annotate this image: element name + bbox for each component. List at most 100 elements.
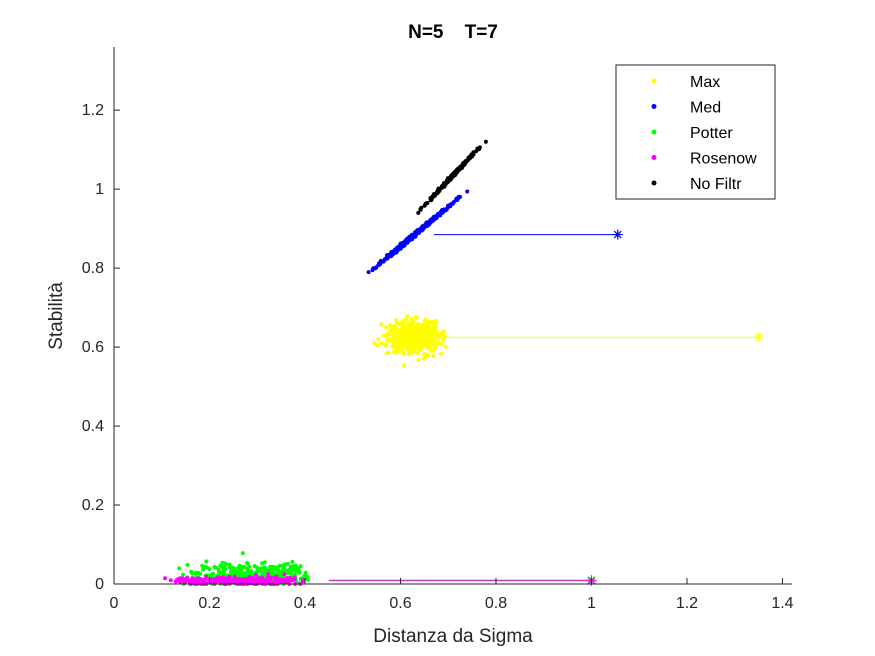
data-point: [240, 551, 245, 556]
data-point: [443, 181, 448, 186]
data-point: [394, 350, 399, 355]
plot-area: [163, 139, 764, 586]
data-point: [444, 207, 449, 212]
data-point: [421, 356, 426, 361]
data-point: [266, 572, 271, 577]
asterisk-marker: [753, 332, 764, 343]
data-point: [398, 322, 403, 327]
data-point: [409, 345, 414, 350]
data-point: [394, 329, 399, 334]
data-point: [423, 330, 428, 335]
asterisk-stroke: [613, 230, 622, 239]
data-point: [425, 201, 430, 205]
data-point: [270, 564, 275, 569]
data-point: [376, 337, 381, 342]
data-point: [425, 333, 430, 338]
y-tick-label: 1: [95, 181, 104, 198]
data-point: [222, 565, 227, 570]
data-point: [274, 574, 279, 579]
data-point: [405, 326, 410, 331]
data-point: [394, 318, 398, 323]
data-point: [434, 322, 439, 327]
data-point: [218, 575, 223, 580]
data-point: [282, 562, 287, 567]
asterisk-stroke: [754, 333, 763, 342]
data-point: [433, 345, 438, 350]
data-point: [439, 332, 444, 337]
data-point: [421, 323, 426, 327]
data-point: [384, 351, 389, 356]
series-no-filtr: [416, 139, 488, 215]
data-point: [390, 329, 395, 334]
data-point: [390, 337, 395, 342]
x-tick-label: 0.8: [485, 595, 507, 612]
data-point: [457, 194, 462, 199]
data-point: [298, 564, 303, 569]
data-point: [401, 241, 406, 246]
data-point: [281, 577, 286, 582]
data-point: [406, 352, 411, 357]
data-point: [255, 568, 260, 573]
data-point: [291, 564, 296, 569]
data-point: [277, 577, 282, 582]
data-point: [383, 257, 387, 262]
data-point: [417, 338, 422, 343]
data-point: [404, 345, 409, 350]
data-point: [234, 571, 239, 576]
data-point: [426, 353, 431, 358]
data-point: [168, 578, 173, 583]
data-point: [405, 314, 410, 319]
data-point: [459, 164, 464, 169]
data-point: [275, 566, 280, 571]
data-point: [289, 577, 294, 582]
data-point: [422, 352, 427, 357]
data-point: [397, 330, 402, 335]
data-point: [297, 569, 302, 574]
data-point: [194, 570, 199, 575]
data-point: [201, 567, 206, 572]
x-tick-label: 0.4: [294, 595, 316, 612]
data-point: [230, 578, 235, 583]
data-point: [469, 153, 474, 158]
data-point: [261, 572, 266, 576]
data-point: [282, 572, 287, 577]
data-point: [416, 358, 421, 362]
data-point: [449, 201, 454, 206]
data-point: [441, 337, 446, 342]
data-point: [407, 237, 412, 242]
legend-box: [615, 64, 776, 200]
y-axis-label: Stabilità: [46, 282, 67, 350]
x-tick-label: 0.2: [198, 595, 220, 612]
legend-marker: [651, 78, 657, 84]
data-point: [237, 580, 242, 585]
data-point: [412, 337, 417, 341]
data-point: [263, 578, 268, 583]
y-tick-label: 1.2: [82, 102, 104, 119]
data-point: [210, 579, 215, 584]
x-axis-label: Distanza da Sigma: [373, 626, 533, 647]
data-point: [422, 203, 427, 208]
data-point: [382, 342, 387, 347]
data-point: [431, 192, 436, 197]
legend-label: Potter: [690, 125, 733, 142]
data-point: [433, 215, 438, 220]
series-med: [366, 189, 623, 275]
data-point: [254, 565, 259, 570]
data-point: [397, 337, 402, 342]
data-point: [441, 329, 446, 334]
data-point: [212, 577, 217, 582]
data-point: [417, 323, 422, 328]
data-point: [392, 332, 397, 337]
data-point: [384, 325, 389, 330]
data-point: [245, 561, 250, 565]
x-tick-label: 0.6: [389, 595, 411, 612]
data-point: [224, 577, 229, 582]
data-point: [391, 341, 396, 346]
data-point: [163, 576, 168, 581]
data-point: [443, 344, 448, 349]
y-tick-label: 0.8: [82, 260, 104, 277]
data-point: [411, 320, 416, 325]
data-point: [220, 560, 225, 565]
data-point: [413, 230, 418, 235]
